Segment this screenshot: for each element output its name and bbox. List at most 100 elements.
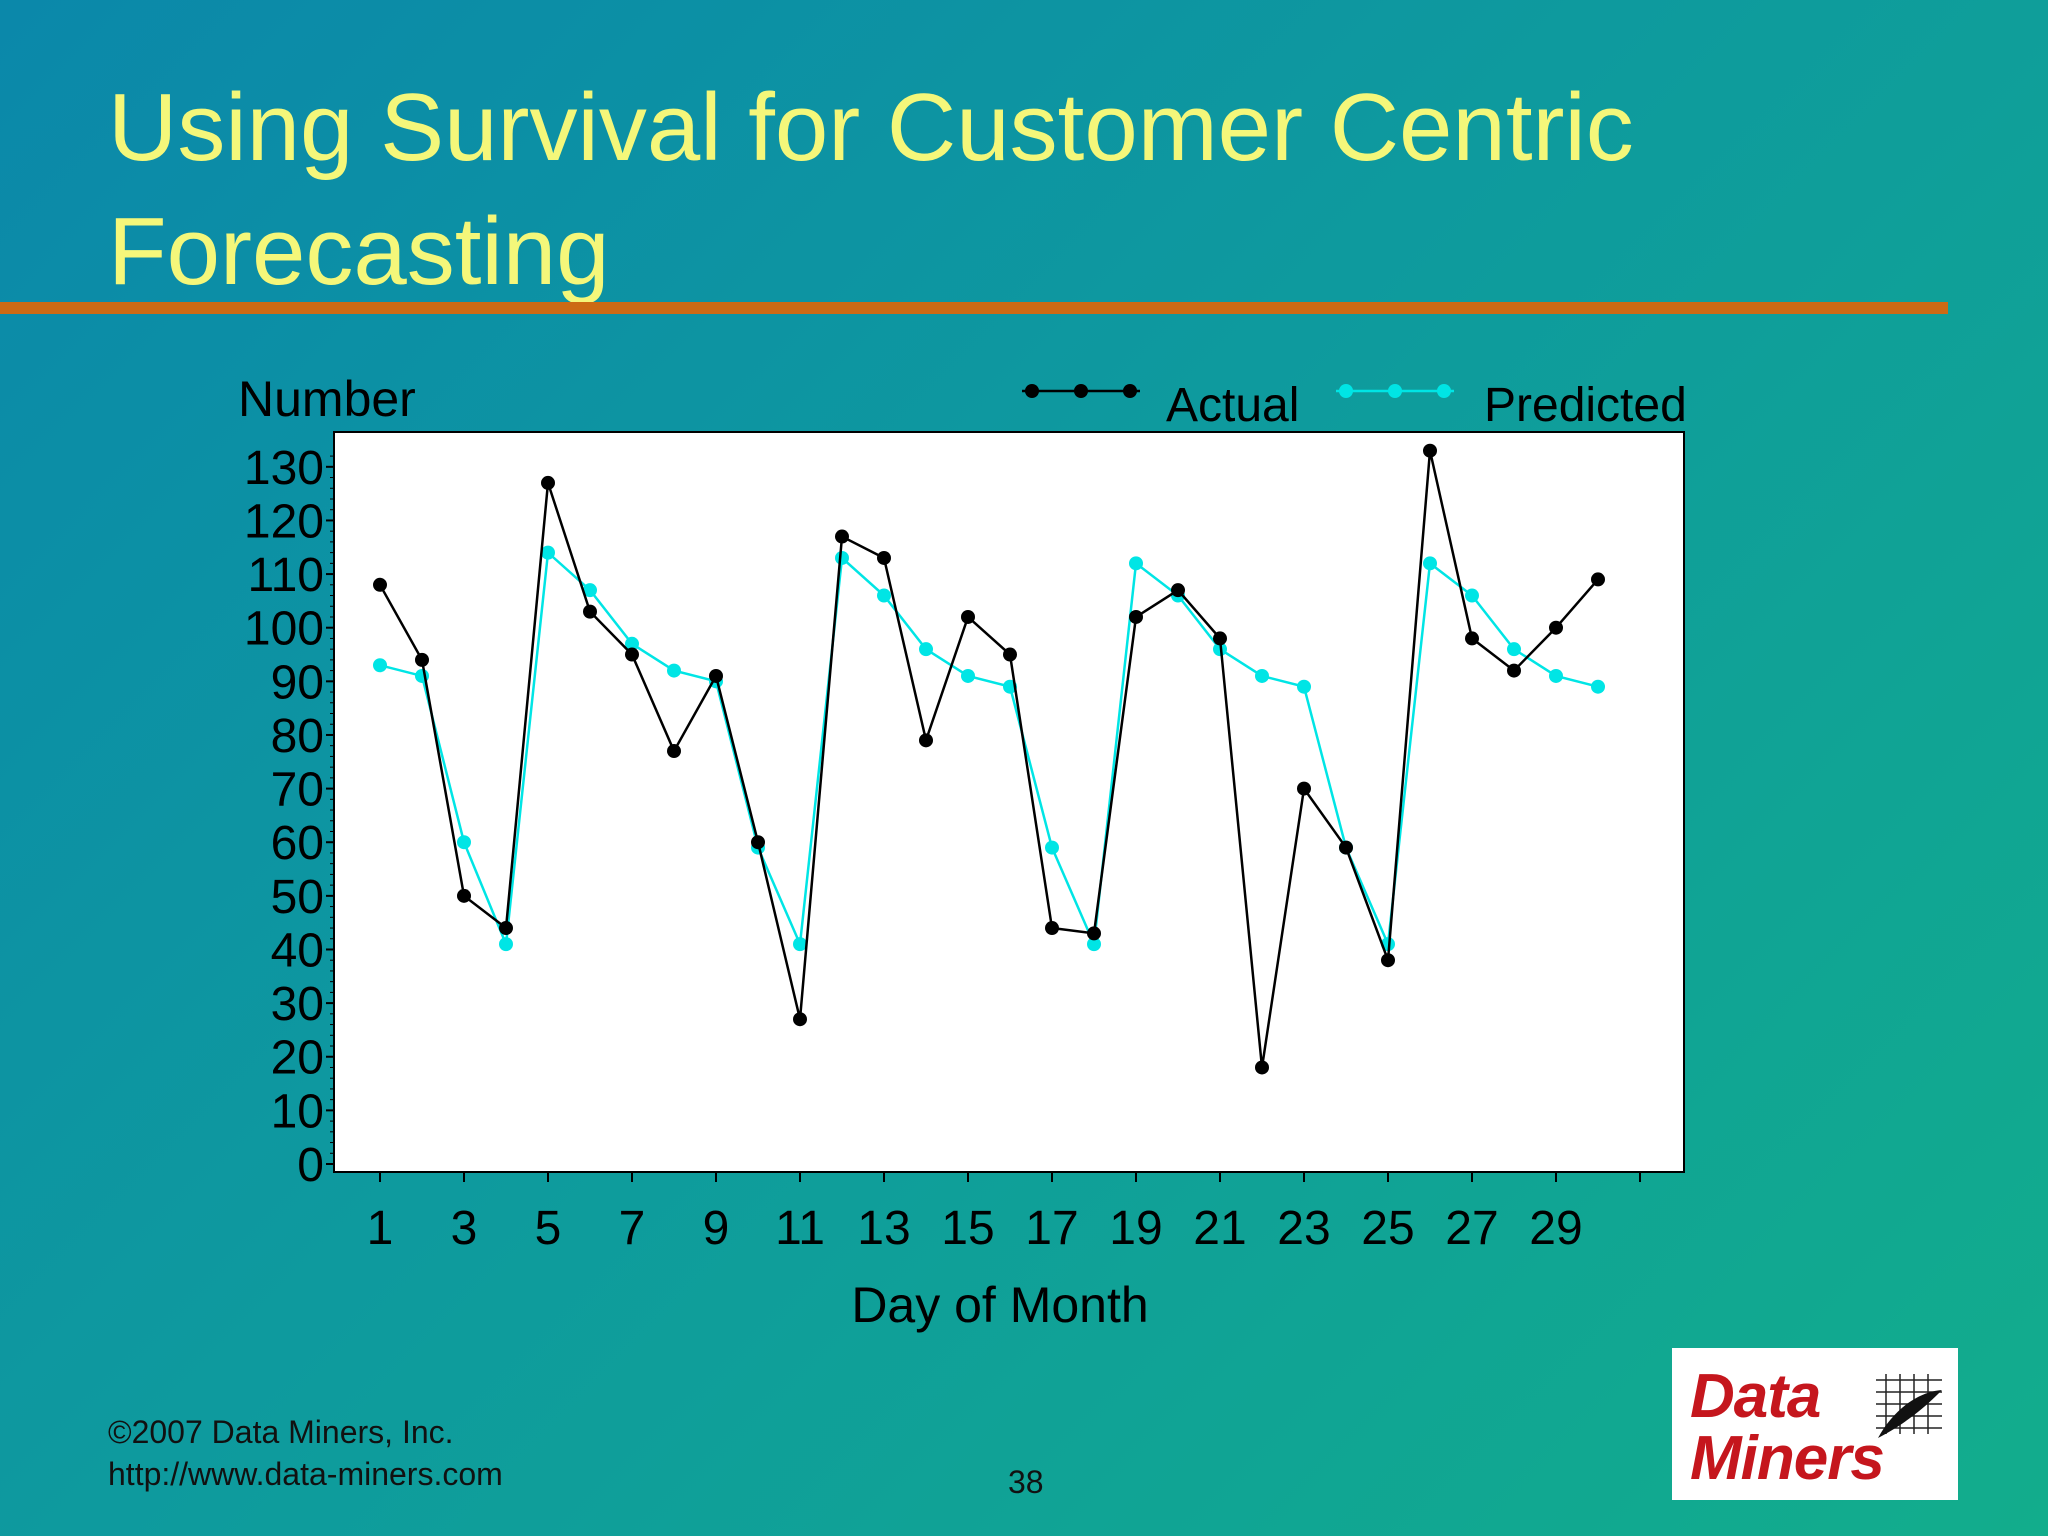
data-point-predicted <box>793 937 807 952</box>
chart-legend: Actual Predicted <box>1022 379 1687 432</box>
data-point-predicted <box>541 545 555 560</box>
x-axis: 1 3 5 7 9 11 13 15 17 19 21 23 25 27 29 <box>367 1172 1641 1255</box>
data-point-predicted <box>1045 840 1059 855</box>
data-point-actual <box>1087 926 1101 941</box>
data-point-actual <box>709 668 723 683</box>
logo-text-miners: Miners <box>1690 1424 1885 1493</box>
data-point-actual <box>751 835 765 850</box>
data-point-predicted <box>919 642 933 657</box>
data-point-predicted <box>499 937 513 952</box>
y-tick-label: 30 <box>271 978 324 1031</box>
data-point-actual <box>499 921 513 936</box>
x-tick-label: 27 <box>1445 1202 1498 1255</box>
data-point-actual <box>1003 647 1017 662</box>
logo-text-data: Data <box>1690 1362 1821 1431</box>
y-axis-label: Number <box>238 371 416 427</box>
x-tick-label: 5 <box>535 1202 562 1255</box>
x-tick-label: 25 <box>1361 1202 1414 1255</box>
data-point-actual <box>793 1012 807 1027</box>
y-tick-label: 110 <box>247 549 324 602</box>
data-point-predicted <box>1507 642 1521 657</box>
data-point-predicted <box>1465 588 1479 603</box>
data-point-actual <box>415 652 429 667</box>
data-point-predicted <box>1591 679 1605 694</box>
data-point-actual <box>1381 953 1395 968</box>
y-tick-label: 10 <box>271 1085 324 1138</box>
x-tick-label: 21 <box>1193 1202 1246 1255</box>
x-tick-label: 19 <box>1109 1202 1162 1255</box>
x-tick-label: 1 <box>367 1202 394 1255</box>
plot-area <box>333 431 1685 1173</box>
y-tick-label: 40 <box>271 924 324 977</box>
data-point-actual <box>1171 583 1185 598</box>
data-point-actual <box>1465 631 1479 646</box>
legend-marker-predicted <box>1388 384 1402 398</box>
data-point-predicted <box>1297 679 1311 694</box>
series-line-actual <box>378 450 1599 1068</box>
y-tick-label: 120 <box>244 495 324 548</box>
y-tick-label: 70 <box>271 764 324 817</box>
data-point-actual <box>919 733 933 748</box>
data-point-actual <box>1129 609 1143 624</box>
legend-marker-actual <box>1123 384 1137 398</box>
data-point-actual <box>1507 663 1521 678</box>
x-tick-label: 3 <box>451 1202 478 1255</box>
data-point-predicted <box>877 588 891 603</box>
y-tick-label: 0 <box>297 1139 324 1192</box>
footer-url: http://www.data-miners.com <box>108 1456 503 1492</box>
data-point-actual <box>961 609 975 624</box>
data-point-predicted <box>667 663 681 678</box>
y-tick-label: 90 <box>271 656 324 709</box>
legend-marker-predicted <box>1339 384 1353 398</box>
data-point-actual <box>1045 921 1059 936</box>
data-point-predicted <box>961 668 975 683</box>
data-point-actual <box>1255 1060 1269 1075</box>
data-point-actual <box>1591 572 1605 587</box>
data-point-actual <box>877 550 891 565</box>
data-point-predicted <box>373 658 387 673</box>
data-point-actual <box>625 647 639 662</box>
x-tick-label: 9 <box>703 1202 730 1255</box>
y-tick-label: 80 <box>271 710 324 763</box>
data-point-predicted <box>1087 937 1101 952</box>
data-point-predicted <box>1549 668 1563 683</box>
feather-grid-icon <box>1876 1374 1942 1438</box>
series-layer <box>373 443 1605 1075</box>
y-tick-label: 60 <box>271 817 324 870</box>
data-point-actual <box>457 888 471 903</box>
title-rule <box>0 302 1948 314</box>
x-tick-label: 29 <box>1529 1202 1582 1255</box>
data-point-actual <box>1339 840 1353 855</box>
x-tick-label: 13 <box>857 1202 910 1255</box>
data-point-actual <box>373 577 387 592</box>
data-miners-logo: Data Miners <box>1672 1348 1958 1500</box>
x-tick-label: 17 <box>1025 1202 1078 1255</box>
y-tick-label: 50 <box>271 871 324 924</box>
data-point-predicted <box>1423 556 1437 571</box>
legend-marker-actual <box>1025 384 1039 398</box>
data-point-actual <box>667 744 681 759</box>
data-point-actual <box>1423 443 1437 458</box>
x-axis-label: Day of Month <box>851 1277 1148 1333</box>
x-tick-label: 23 <box>1277 1202 1330 1255</box>
data-point-predicted <box>583 583 597 598</box>
legend-marker-actual <box>1074 384 1088 398</box>
data-point-actual <box>583 604 597 619</box>
data-point-predicted <box>1129 556 1143 571</box>
data-point-predicted <box>625 636 639 651</box>
y-tick-label: 100 <box>244 603 324 656</box>
slide-title: Using Survival for Customer Centric Fore… <box>108 74 1634 305</box>
y-tick-label: 130 <box>244 442 324 495</box>
x-tick-label: 15 <box>941 1202 994 1255</box>
y-tick-label: 20 <box>271 1032 324 1085</box>
footer-copyright: ©2007 Data Miners, Inc. <box>108 1414 454 1450</box>
legend-label-actual: Actual <box>1166 379 1299 432</box>
data-point-predicted <box>457 835 471 850</box>
legend-label-predicted: Predicted <box>1484 379 1687 432</box>
data-point-predicted <box>1255 668 1269 683</box>
x-tick-label: 7 <box>619 1202 646 1255</box>
legend-marker-predicted <box>1437 384 1451 398</box>
